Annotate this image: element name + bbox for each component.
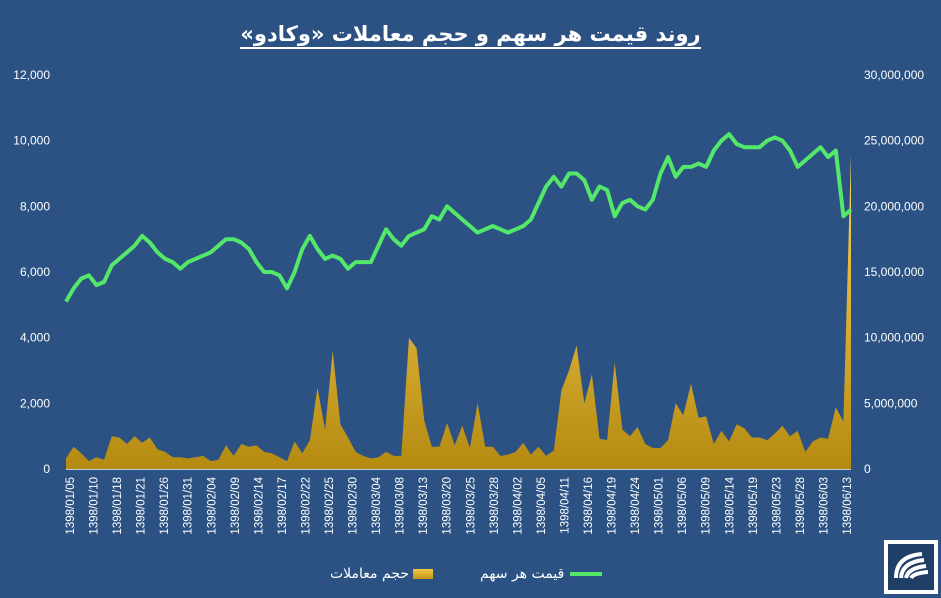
x-tick-label: 1398/03/28 (489, 477, 501, 535)
left-y-tick-label: 10,000 (13, 134, 50, 148)
chart-title-text: روند قیمت هر سهم و حجم معاملات «وکادو» (240, 22, 701, 49)
x-tick-label: 1398/02/04 (206, 476, 218, 534)
x-tick-label: 1398/04/19 (607, 477, 619, 535)
x-tick-label: 1398/04/02 (512, 477, 524, 535)
left-y-tick-label: 6,000 (20, 265, 50, 279)
x-tick-label: 1398/01/31 (183, 477, 195, 535)
plot-area (64, 132, 853, 470)
x-tick-label: 1398/06/13 (842, 477, 854, 535)
legend-swatch-volume (413, 569, 434, 579)
x-tick-label: 1398/04/11 (559, 477, 571, 534)
x-tick-label: 1398/05/06 (677, 477, 689, 535)
x-tick-label: 1398/03/13 (418, 477, 430, 535)
right-y-axis: 0 5,000,000 10,000,000 15,000,000 20,000,000… (864, 68, 924, 476)
left-y-tick-label: 4,000 (20, 331, 50, 345)
x-tick-label: 1398/04/24 (630, 476, 642, 534)
legend-swatch-price (570, 572, 603, 576)
x-tick-label: 1398/02/09 (230, 477, 242, 535)
left-y-tick-label: 2,000 (20, 396, 50, 410)
x-tick-label: 1398/06/03 (818, 477, 830, 535)
x-tick-label: 1398/02/30 (348, 477, 360, 535)
x-tick-label: 1398/02/14 (253, 476, 265, 534)
x-tick-label: 1398/05/19 (748, 477, 760, 535)
price-line (64, 132, 853, 303)
x-tick-label: 1398/01/05 (65, 477, 77, 535)
chart-title: روند قیمت هر سهم و حجم معاملات «وکادو» (0, 22, 941, 49)
right-y-tick-label: 25,000,000 (864, 134, 924, 148)
x-tick-label: 1398/05/28 (795, 477, 807, 535)
legend-item-price: قیمت هر سهم (480, 566, 603, 582)
x-tick-label: 1398/02/22 (300, 477, 312, 535)
left-y-axis: 0 2,000 4,000 6,000 8,000 10,000 12,000 (13, 68, 50, 476)
x-tick-label: 1398/01/10 (89, 477, 101, 535)
x-tick-label: 1398/03/08 (395, 477, 407, 535)
x-tick-label: 1398/02/17 (277, 477, 289, 535)
company-logo-icon (884, 540, 938, 594)
right-y-tick-label: 5,000,000 (864, 396, 918, 410)
x-tick-label: 1398/05/09 (701, 477, 713, 535)
x-tick-label: 1398/01/26 (159, 477, 171, 535)
right-y-tick-label: 0 (864, 462, 871, 476)
x-tick-label: 1398/02/25 (324, 477, 336, 535)
legend-label-price: قیمت هر سهم (480, 566, 565, 582)
legend: حجم معاملات قیمت هر سهم (330, 566, 630, 588)
legend-item-volume: حجم معاملات (330, 566, 434, 582)
x-tick-label: 1398/01/18 (112, 477, 124, 535)
x-tick-label: 1398/04/05 (536, 477, 548, 535)
right-y-tick-label: 15,000,000 (864, 265, 924, 279)
left-y-tick-label: 12,000 (13, 68, 50, 82)
left-y-tick-label: 8,000 (20, 199, 50, 213)
right-y-tick-label: 10,000,000 (864, 331, 924, 345)
x-tick-label: 1398/03/25 (465, 477, 477, 535)
x-tick-label: 1398/05/14 (724, 476, 736, 534)
company-logo-graphic (888, 544, 934, 590)
x-tick-label: 1398/05/23 (771, 477, 783, 535)
x-axis: 1398/01/05 1398/01/10 1398/01/18 1398/01/21… (65, 476, 854, 534)
x-tick-label: 1398/01/21 (136, 477, 148, 535)
right-y-tick-label: 20,000,000 (864, 199, 924, 213)
x-tick-label: 1398/04/16 (583, 477, 595, 535)
x-tick-label: 1398/03/04 (371, 476, 383, 534)
right-y-tick-label: 30,000,000 (864, 68, 924, 82)
x-tick-label: 1398/03/20 (442, 477, 454, 535)
left-y-tick-label: 0 (43, 462, 50, 476)
legend-label-volume: حجم معاملات (330, 566, 410, 582)
x-tick-label: 1398/05/01 (654, 477, 666, 535)
volume-area (66, 153, 851, 470)
